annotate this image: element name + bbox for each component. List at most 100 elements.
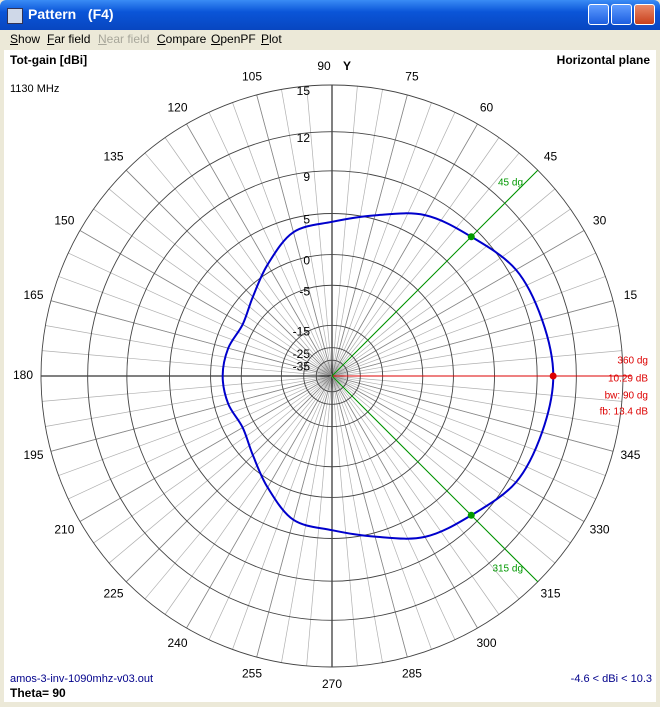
max-marker-label: bw: 90 dg xyxy=(605,391,648,402)
minor-spoke xyxy=(331,137,500,377)
minor-spoke xyxy=(93,208,333,377)
minimize-button[interactable] xyxy=(588,4,609,25)
minor-spoke xyxy=(331,375,596,500)
angle-tick-label: 330 xyxy=(590,523,610,537)
minor-spoke xyxy=(331,375,606,476)
minor-spoke xyxy=(42,375,333,402)
minor-spoke xyxy=(306,375,333,666)
minor-spoke xyxy=(58,375,333,476)
minor-spoke xyxy=(42,350,333,377)
chart-subtitle: Horizontal plane xyxy=(557,53,651,67)
gain-range: -4.6 < dBi < 10.3 xyxy=(571,673,652,685)
menu-item[interactable]: OpenPF xyxy=(211,32,256,46)
bw-marker-label: 315 dg xyxy=(492,564,523,575)
frequency: 1130 MHz xyxy=(10,83,59,95)
angle-tick-label: 165 xyxy=(24,288,44,302)
minor-spoke xyxy=(331,208,571,377)
radial-tick-label: 5 xyxy=(303,213,310,227)
angle-tick-label: 225 xyxy=(103,587,123,601)
close-button[interactable] xyxy=(634,4,655,25)
angle-tick-label: 120 xyxy=(167,101,187,115)
angle-grid-line xyxy=(331,375,614,452)
radial-tick-label: -25 xyxy=(293,347,311,361)
menu-item[interactable]: Show xyxy=(10,32,41,46)
radial-tick-label: 9 xyxy=(303,170,310,184)
menu-bar: Show Far field Near field Compare OpenPF… xyxy=(4,30,656,48)
maximize-button[interactable] xyxy=(611,4,632,25)
radial-tick-label: 0 xyxy=(303,254,310,268)
max-marker-label: 360 dg xyxy=(617,356,648,367)
angle-grid-line xyxy=(331,375,408,658)
angle-tick-label: 315 xyxy=(540,587,560,601)
minor-spoke xyxy=(331,375,383,663)
angle-grid-line xyxy=(331,375,585,522)
minor-spoke xyxy=(331,375,432,650)
angle-tick-label: 135 xyxy=(103,150,123,164)
angle-tick-label: 75 xyxy=(405,70,419,84)
minor-spoke xyxy=(164,137,333,377)
theta: Theta= 90 xyxy=(10,686,66,700)
axis-label: Y xyxy=(343,59,351,73)
minor-spoke xyxy=(281,89,333,377)
minor-spoke xyxy=(232,375,333,650)
menu-item[interactable]: Compare xyxy=(157,32,207,46)
minor-spoke xyxy=(331,152,520,377)
minor-spoke xyxy=(331,375,520,600)
minor-spoke xyxy=(45,375,333,427)
minor-spoke xyxy=(68,375,333,500)
minor-spoke xyxy=(331,375,500,615)
app-icon xyxy=(7,8,23,24)
file-name: amos-3-inv-1090mhz-v03.out xyxy=(10,673,153,685)
bw-marker-dot xyxy=(467,511,475,519)
minor-spoke xyxy=(58,276,333,377)
bw-marker-line xyxy=(331,169,539,377)
minor-spoke xyxy=(331,350,622,377)
angle-tick-label: 210 xyxy=(54,523,74,537)
minor-spoke xyxy=(331,89,383,377)
menu-item[interactable]: Far field xyxy=(47,32,91,46)
bw-marker-dot xyxy=(467,233,475,241)
minor-spoke xyxy=(208,112,333,377)
pattern-line xyxy=(221,212,555,540)
minor-spoke xyxy=(108,188,333,377)
menu-item[interactable]: Plot xyxy=(261,32,282,46)
minor-spoke xyxy=(93,375,333,544)
minor-spoke xyxy=(281,375,333,663)
minor-spoke xyxy=(331,112,456,377)
chart: Tot-gain [dBi] Horizontal plane 1130 MHz… xyxy=(10,53,652,700)
max-marker-label: 10.29 dB xyxy=(608,374,648,385)
angle-tick-label: 195 xyxy=(24,448,44,462)
angle-tick-label: 345 xyxy=(620,448,640,462)
minor-spoke xyxy=(108,375,333,564)
angle-tick-label: 30 xyxy=(593,214,607,228)
angle-grid-line xyxy=(256,375,333,658)
angle-tick-label: 60 xyxy=(480,101,494,115)
radial-tick-label: 12 xyxy=(297,131,311,145)
angle-tick-label: 270 xyxy=(322,677,342,691)
radial-tick-label: 15 xyxy=(297,84,311,98)
angle-grid-line xyxy=(50,300,333,377)
window-title: Pattern (F4) xyxy=(28,6,114,22)
angle-grid-line xyxy=(79,375,333,522)
minor-spoke xyxy=(331,252,596,377)
angle-grid-line xyxy=(186,123,333,377)
angle-grid-line xyxy=(79,230,333,377)
max-marker-label: fb: 13.4 dB xyxy=(600,407,649,418)
minor-spoke xyxy=(68,252,333,377)
plot-area: Tot-gain [dBi] Horizontal plane 1130 MHz… xyxy=(4,50,656,702)
bw-marker-label: 45 dg xyxy=(498,178,523,189)
angle-grid-line xyxy=(256,94,333,377)
angle-grid-line xyxy=(50,375,333,452)
angle-tick-label: 15 xyxy=(624,288,638,302)
minor-spoke xyxy=(331,375,622,402)
minor-spoke xyxy=(331,86,358,377)
minor-spoke xyxy=(306,86,333,377)
minor-spoke xyxy=(144,375,333,600)
chart-title: Tot-gain [dBi] xyxy=(10,53,87,67)
angle-tick-label: 90 xyxy=(317,59,331,73)
minor-spoke xyxy=(164,375,333,615)
bw-marker-line xyxy=(331,375,539,583)
angle-tick-label: 105 xyxy=(242,70,262,84)
minor-spoke xyxy=(232,102,333,377)
minor-spoke xyxy=(331,375,619,427)
